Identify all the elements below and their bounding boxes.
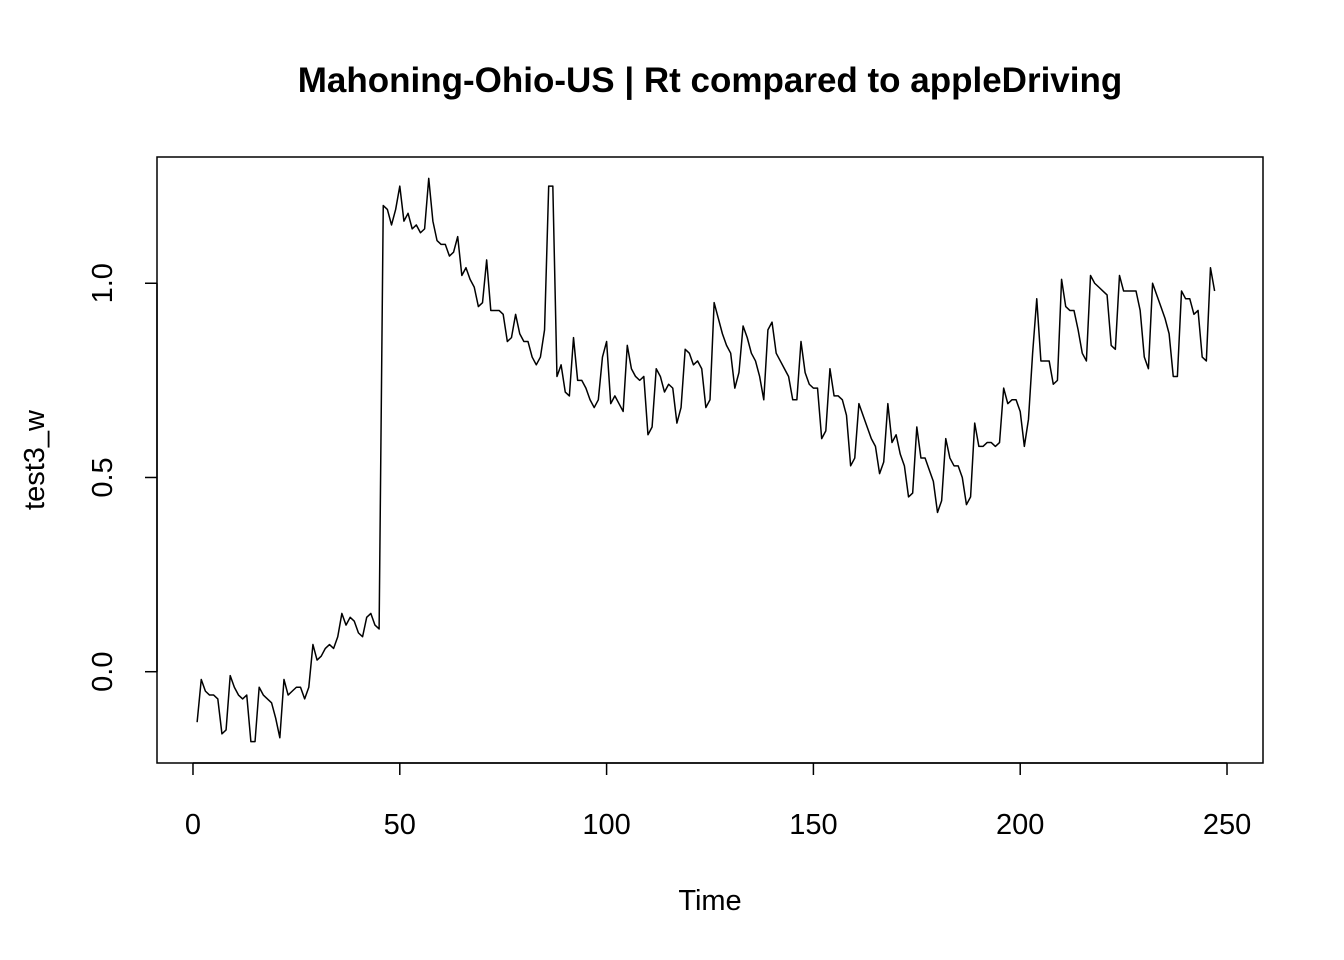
x-tick-label: 50	[384, 809, 416, 841]
x-tick-label: 150	[789, 809, 837, 841]
series-layer	[196, 177, 1216, 743]
y-tick-label: 1.0	[87, 263, 119, 303]
x-axis-title: Time	[678, 885, 741, 917]
x-axis: 0 50 100 150 200 250	[185, 762, 1251, 841]
series-line	[196, 177, 1216, 743]
plot-frame	[156, 156, 1264, 764]
x-tick-label: 200	[996, 809, 1044, 841]
y-axis-title: test3_w	[19, 409, 51, 510]
y-axis: 0.0 0.5 1.0	[87, 263, 158, 692]
y-tick-label: 0.5	[87, 457, 119, 497]
x-tick-label: 100	[582, 809, 630, 841]
chart-title: Mahoning-Ohio-US | Rt compared to appleD…	[298, 61, 1123, 100]
x-tick-label: 0	[185, 809, 201, 841]
y-tick-label: 0.0	[87, 652, 119, 692]
x-tick-label: 250	[1203, 809, 1251, 841]
